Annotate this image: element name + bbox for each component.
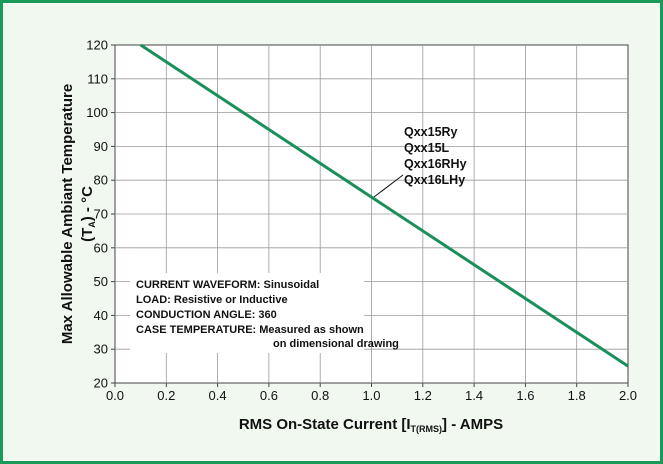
x-tick-label: 0.0	[106, 388, 124, 403]
x-tick-label: 1.6	[516, 388, 534, 403]
annotation-line-1: CURRENT WAVEFORM: Sinusoidal	[136, 279, 319, 291]
y-tick-label: 120	[86, 38, 108, 53]
series-labels: Qxx15Ry Qxx15L Qxx16RHy Qxx16LHy	[373, 125, 467, 198]
series-line	[139, 43, 629, 368]
y-tick-label: 30	[94, 342, 108, 357]
y-axis-title-line2-post: ) - °C	[79, 186, 96, 221]
y-tick-label: 100	[86, 105, 108, 120]
annotation-line-3: CONDUCTION ANGLE: 360	[136, 309, 277, 321]
annotation-line-5: on dimensional drawing	[273, 338, 399, 350]
series-group	[139, 43, 629, 368]
y-tick-label: 20	[94, 376, 108, 391]
x-axis-title-sub: T(RMS)	[411, 424, 443, 434]
y-axis-title-line1: Max Allowable Ambiant Temperature	[59, 84, 76, 344]
x-tick-label: 0.2	[157, 388, 175, 403]
annotation-line-2: LOAD: Resistive or Inductive	[136, 294, 288, 306]
y-tick-labels: 20 30 40 50 60 70 80 90 100 110 120	[86, 38, 108, 391]
y-axis-title-line2: (TA) - °C	[79, 186, 97, 242]
conditions-annotation: CURRENT WAVEFORM: Sinusoidal LOAD: Resis…	[130, 273, 399, 353]
x-tick-label: 1.0	[362, 388, 380, 403]
y-axis-title-line2-pre: (T	[79, 228, 96, 242]
series-label-3: Qxx16RHy	[404, 157, 467, 171]
series-label-2: Qxx15L	[404, 141, 450, 155]
annotation-line-4: CASE TEMPERATURE: Measured as shown	[136, 324, 364, 336]
series-label-1: Qxx15Ry	[404, 125, 458, 139]
y-tick-label: 80	[94, 173, 108, 188]
series-label-4: Qxx16LHy	[404, 173, 465, 187]
annotation-box	[130, 273, 364, 353]
x-axis-title-main: RMS On-State Current [I	[239, 416, 411, 433]
y-tick-label: 60	[94, 240, 108, 255]
x-tick-label: 0.6	[260, 388, 278, 403]
y-tick-label: 90	[94, 139, 108, 154]
y-tick-label: 110	[87, 71, 108, 86]
y-axis-title-line2-sub: A	[87, 221, 97, 228]
x-axis-title: RMS On-State Current [IT(RMS)] - AMPS	[239, 416, 503, 434]
x-tick-label: 0.8	[311, 388, 329, 403]
x-tick-label: 1.8	[568, 388, 586, 403]
y-axis-title: Max Allowable Ambiant Temperature (TA) -…	[59, 84, 97, 344]
x-tick-labels: 0.0 0.2 0.4 0.6 0.8 1.0 1.2 1.4 1.6 1.8 2.0	[106, 388, 637, 403]
x-axis-title-tail: ] - AMPS	[442, 416, 503, 433]
y-tick-label: 40	[94, 308, 108, 323]
x-tick-label: 1.2	[414, 388, 432, 403]
x-tick-label: 1.4	[465, 388, 483, 403]
series-leader-line	[373, 174, 404, 198]
y-tick-label: 70	[94, 207, 108, 222]
y-tick-label: 50	[94, 274, 108, 289]
x-tick-label: 2.0	[619, 388, 637, 403]
x-tick-label: 0.4	[209, 388, 227, 403]
